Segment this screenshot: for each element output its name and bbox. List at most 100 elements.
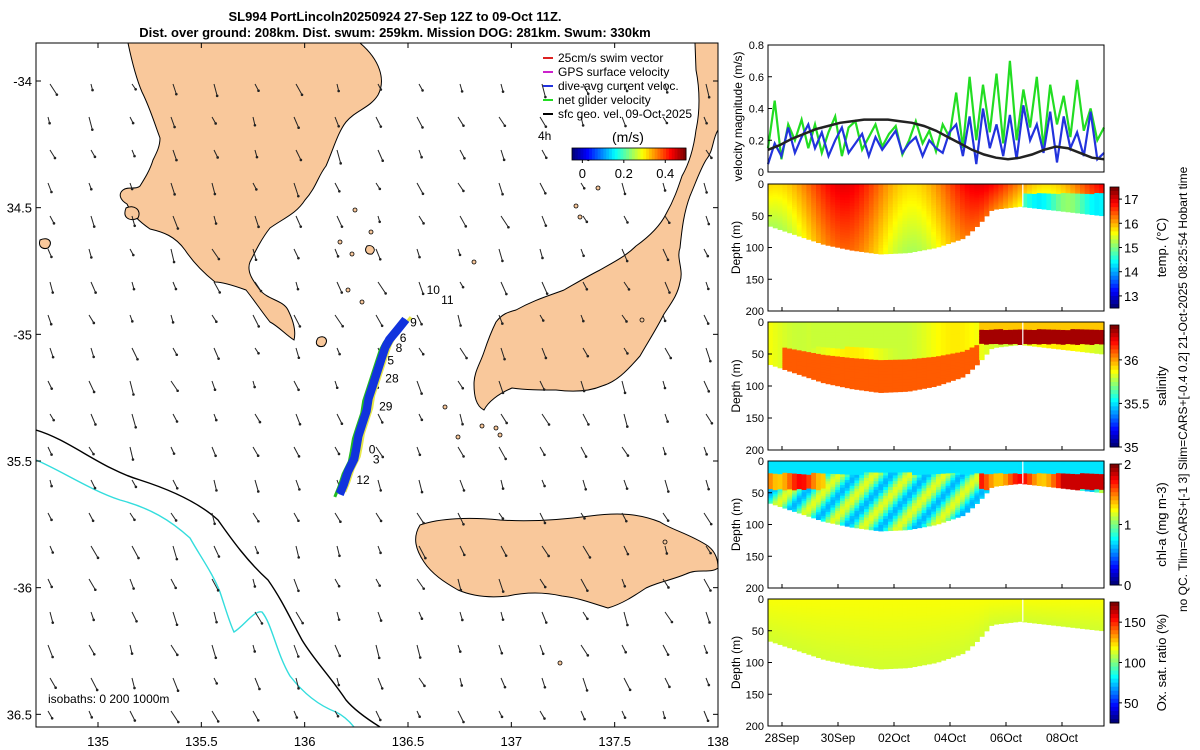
section-cell [801,476,807,480]
section-cell [844,365,851,370]
section-cell [1012,330,1019,333]
section-cell [859,231,865,236]
section-cell [796,186,803,189]
section-cell [1070,331,1076,334]
section-cell [964,362,971,366]
section-cell [979,354,985,357]
section-cell [864,246,870,250]
colorbar-cell [1110,353,1119,359]
sfc-arrow-head [501,90,505,93]
section-cell [883,218,889,223]
section-cell [988,334,995,336]
velocity-y-tick-label: 0 [758,167,764,179]
section-cell [859,480,865,485]
sfc-arrow-head [379,519,383,523]
section-cell [1027,195,1033,198]
section-cell [1056,332,1062,334]
sfc-arrow [539,380,545,390]
section-cell [1084,349,1091,352]
section-cell [1060,340,1067,342]
section-cell [816,473,822,477]
section-cell [1008,187,1014,190]
section-cell [844,205,851,209]
section-cell [1070,194,1076,197]
sfc-arrow-head [583,717,586,721]
sfc-arrow [88,512,94,522]
sfc-arrow-head [663,319,667,323]
section-cell [811,350,817,354]
section-cell [912,341,918,346]
section-cell [1065,208,1071,210]
section-cell [926,324,932,329]
section-cell [1070,202,1076,205]
section-cell [988,184,995,186]
section-cell [1075,189,1081,192]
section-cell [820,186,827,190]
sfc-arrow-head [136,357,139,361]
section-cell [1051,338,1057,341]
section-cell [1036,197,1043,199]
section-cell [940,204,947,208]
sfc-arrow [541,281,548,294]
section-cell [820,380,827,384]
section-cell [974,212,980,215]
sfc-arrow-head [543,484,546,488]
section-cell [787,324,793,327]
section-cell [897,359,903,364]
section-cell [1075,197,1081,199]
section-cell [888,362,894,367]
sfc-arrow [172,611,178,625]
section-cell [1036,195,1043,197]
section-cell [820,209,827,213]
section-cell [816,378,822,382]
sfc-arrow [582,281,588,290]
section-cell [1056,328,1062,331]
section-cell [940,337,947,341]
section-cell [1060,326,1067,329]
section-cell [868,512,875,516]
sfc-arrow [336,215,343,227]
section-cell [768,496,774,499]
section-cell [830,355,836,360]
section-cell [988,205,995,208]
section-cell [912,338,918,343]
section-cell [940,184,947,188]
section-cell [969,217,975,220]
sfc-arrow-head [52,222,56,225]
section-cell [1099,341,1105,344]
section-cell [787,220,793,224]
section-cell [816,499,822,503]
section-cell [960,365,966,369]
section-cell [931,199,937,204]
section-cell [801,206,807,210]
section-cell [811,505,817,509]
sfc-arrow-head [586,354,590,358]
section-cell [849,352,855,356]
section-cell [1041,342,1047,345]
section-cell [1012,200,1019,202]
section-cell [820,214,827,218]
section-cell [1051,189,1057,192]
section-cell [1065,334,1071,337]
section-cell [960,340,966,344]
section-cell [873,224,879,228]
section-cell [1022,339,1028,341]
section-cell [782,464,788,468]
section-cell [820,491,827,495]
section-cell [787,344,793,348]
section-cell [1051,195,1057,198]
section-cell [1094,338,1100,341]
section-cell [955,326,961,330]
sfc-arrow-head [213,522,216,526]
section-cell [787,342,793,346]
section-cell [1041,201,1047,204]
colorbar-cell [1110,377,1119,383]
section-cell [907,344,913,349]
section-cell [820,329,827,333]
sfc-arrow [541,83,546,98]
section-cell [892,368,899,372]
sfc-arrow-head [92,225,96,228]
section-cell [950,370,956,374]
section-cell [1051,201,1057,204]
section-cell [888,207,894,211]
